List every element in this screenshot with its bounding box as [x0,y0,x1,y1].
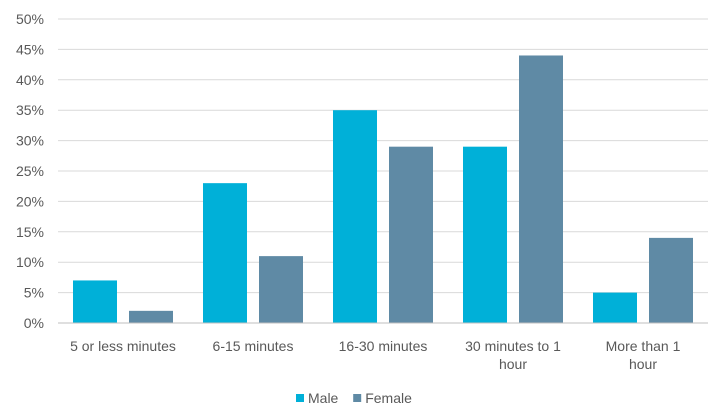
y-tick-label: 35% [16,102,44,118]
bar-male-0 [73,280,117,323]
legend-label-male: Male [308,390,339,406]
x-tick-label: 6-15 minutes [213,338,294,354]
y-axis: 0% 5% 10% 15% 20% 25% 30% 35% 40% 45% 50% [16,11,44,331]
legend: Male Female [296,390,412,406]
bar-male-3 [463,146,507,323]
y-tick-label: 50% [16,11,44,27]
y-tick-label: 25% [16,163,44,179]
x-tick-label: hour [629,356,657,372]
x-axis: 5 or less minutes 6-15 minutes 16-30 minut… [70,338,680,372]
y-tick-label: 45% [16,41,44,57]
bar-female-3 [519,55,563,323]
y-tick-label: 40% [16,72,44,88]
legend-swatch-male [296,394,304,402]
bar-male-2 [333,110,377,323]
legend-swatch-female [353,394,362,402]
legend-label-female: Female [365,390,412,406]
bar-female-1 [259,256,303,323]
y-tick-label: 20% [16,193,44,209]
x-tick-label: 5 or less minutes [70,338,176,354]
x-tick-label: More than 1 [606,338,681,354]
x-tick-label: 30 minutes to 1 [465,338,561,354]
x-tick-label: 16-30 minutes [339,338,428,354]
y-tick-label: 10% [16,254,44,270]
y-tick-label: 0% [24,315,44,331]
bar-male-1 [203,183,247,323]
bars [73,55,693,323]
gridlines [58,18,708,294]
y-tick-label: 15% [16,224,44,240]
x-tick-label: hour [499,356,527,372]
bar-female-2 [389,146,433,323]
bar-female-0 [129,310,173,323]
y-tick-label: 30% [16,133,44,149]
y-tick-label: 5% [24,285,44,301]
bar-female-4 [649,237,693,323]
bar-male-4 [593,292,637,323]
